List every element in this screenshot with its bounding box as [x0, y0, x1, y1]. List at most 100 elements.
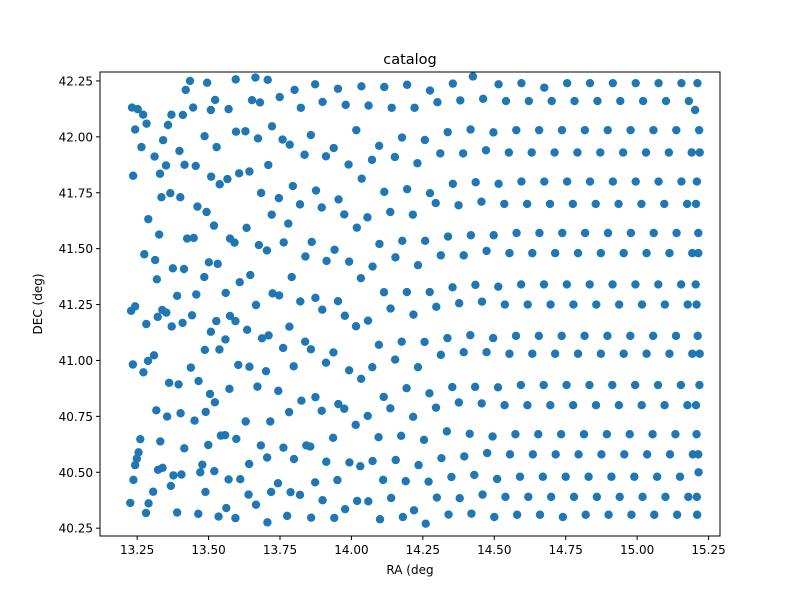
data-point — [340, 210, 349, 219]
data-point — [221, 335, 230, 344]
data-point — [378, 475, 388, 485]
data-point — [156, 437, 165, 446]
data-point — [368, 362, 377, 372]
data-point — [153, 312, 162, 322]
data-point — [692, 492, 702, 502]
data-point — [129, 475, 138, 485]
data-point — [380, 187, 389, 197]
data-point — [356, 462, 365, 471]
data-point — [528, 349, 537, 358]
data-point — [585, 177, 595, 186]
x-axis-label: RA (deg — [386, 563, 433, 577]
data-point — [391, 455, 400, 465]
data-point — [191, 161, 200, 171]
data-point — [494, 282, 503, 291]
data-point — [340, 404, 349, 413]
data-point — [682, 199, 692, 209]
data-point — [144, 499, 153, 508]
data-point — [638, 96, 648, 106]
data-point — [505, 450, 515, 459]
data-point — [130, 302, 140, 311]
data-point — [206, 172, 216, 181]
data-point — [155, 169, 165, 178]
data-point — [390, 152, 400, 162]
data-point — [224, 475, 233, 484]
data-point — [255, 98, 265, 107]
data-point — [262, 453, 272, 462]
data-point — [511, 331, 521, 341]
data-point — [386, 304, 395, 313]
data-point — [557, 331, 566, 341]
y-tick-label: 40.75 — [59, 410, 93, 424]
data-point — [420, 337, 429, 347]
data-point — [387, 103, 396, 112]
data-point — [152, 275, 162, 284]
data-point — [614, 400, 624, 410]
data-point — [344, 257, 354, 266]
data-point — [671, 430, 680, 439]
data-point — [524, 96, 534, 106]
data-point — [569, 492, 579, 502]
data-point — [562, 280, 572, 289]
y-tick-label: 41.25 — [59, 298, 93, 312]
data-point — [442, 427, 452, 436]
data-point — [616, 96, 625, 106]
data-point — [615, 492, 624, 502]
data-point — [150, 152, 159, 161]
data-point — [684, 492, 693, 502]
data-point — [274, 291, 284, 300]
data-point — [306, 442, 315, 451]
data-point — [176, 193, 185, 202]
data-point — [672, 510, 682, 519]
data-point — [285, 140, 294, 149]
data-point — [167, 322, 176, 331]
data-point — [152, 406, 161, 415]
data-point — [230, 238, 239, 247]
data-point — [448, 179, 458, 189]
data-point — [321, 152, 331, 161]
data-point — [580, 125, 590, 135]
data-point — [185, 76, 195, 86]
y-axis-label: DEC (deg) — [31, 274, 45, 335]
data-point — [209, 221, 219, 230]
data-point — [539, 380, 548, 390]
data-point — [494, 179, 503, 189]
data-point — [625, 430, 634, 439]
data-point — [162, 308, 171, 317]
data-point — [137, 142, 146, 152]
data-point — [311, 392, 320, 402]
data-point — [637, 300, 647, 309]
data-point — [664, 148, 674, 157]
data-point — [556, 430, 566, 439]
data-point — [172, 291, 182, 301]
data-point — [158, 136, 168, 145]
data-point — [141, 508, 151, 518]
data-point — [317, 406, 326, 415]
data-point — [297, 396, 306, 405]
data-point — [539, 280, 549, 289]
data-point — [178, 318, 187, 328]
data-point — [562, 177, 572, 186]
data-point — [345, 458, 354, 467]
y-tick-label: 42.25 — [59, 74, 93, 88]
data-point — [425, 287, 434, 297]
data-point — [301, 252, 310, 261]
data-point — [421, 519, 430, 528]
data-point — [224, 104, 233, 114]
data-point — [213, 259, 222, 269]
data-point — [364, 101, 373, 110]
data-point — [665, 349, 674, 358]
data-point — [470, 382, 480, 392]
y-tick-label: 40.25 — [59, 522, 93, 536]
data-point — [540, 177, 549, 186]
data-point — [363, 316, 373, 325]
data-point — [300, 150, 309, 159]
data-point — [477, 297, 487, 306]
data-point — [642, 248, 651, 258]
data-point — [691, 199, 701, 209]
data-point — [398, 512, 408, 522]
data-point — [414, 460, 423, 470]
data-point — [547, 96, 556, 106]
data-point — [409, 310, 418, 319]
data-point — [340, 504, 350, 514]
